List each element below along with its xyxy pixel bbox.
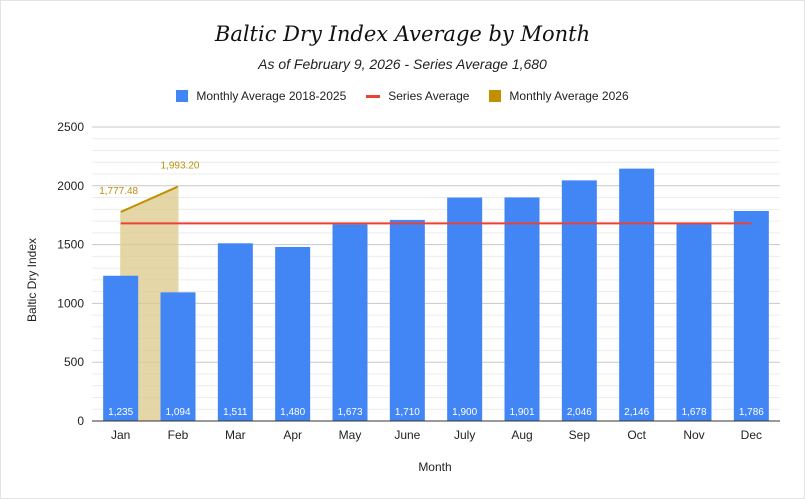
legend-swatch-area [489, 90, 502, 102]
x-tick-label: June [394, 428, 420, 442]
bar-july [447, 197, 483, 421]
bar-may [332, 224, 368, 421]
x-tick-label: Apr [283, 428, 302, 442]
bar-aug [504, 197, 540, 421]
bar-value-label: 2,046 [567, 407, 592, 418]
x-tick-label: Aug [511, 428, 532, 442]
bar-jan [103, 275, 139, 421]
bar-value-label: 2,146 [624, 407, 649, 418]
bar-value-label: 1,480 [280, 407, 305, 418]
x-tick-label: Mar [225, 428, 246, 442]
y-tick-label: 1500 [57, 238, 84, 252]
bar-value-label: 1,673 [337, 407, 362, 418]
x-tick-label: July [454, 428, 475, 442]
bar-value-label: 1,678 [681, 407, 706, 418]
bar-value-label: 1,511 [223, 407, 248, 418]
legend-label-monthly-average-2026: Monthly Average 2026 [509, 89, 629, 103]
legend-swatch-bars [176, 90, 189, 102]
area-point-label: 1,777.48 [99, 186, 138, 197]
bar-value-label: 1,235 [108, 407, 133, 418]
x-tick-label: Sep [569, 428, 591, 442]
bar-value-label: 1,901 [509, 407, 534, 418]
y-tick-label: 500 [64, 355, 84, 369]
bar-feb [160, 292, 196, 421]
axes: 0 500 1000 1500 2000 2500 Jan Feb Mar Apr May June J… [57, 120, 780, 442]
bar-value-label: 1,900 [452, 407, 477, 418]
y-tick-label: 2500 [57, 120, 84, 134]
bar-nov [676, 223, 712, 421]
area-line-2026 [120, 185, 179, 213]
bar-mar [217, 243, 253, 421]
x-tick-label: May [339, 428, 362, 442]
y-tick-label: 1000 [57, 296, 84, 310]
bar-series: 1,235 1,094 1,511 1,480 1,673 1,710 1,900 1,901… [103, 168, 769, 421]
legend-label-monthly-average-2018-2025: Monthly Average 2018-2025 [196, 89, 347, 103]
bar-dec [733, 210, 769, 421]
gridlines [92, 126, 780, 410]
bar-sep [561, 180, 597, 421]
x-tick-label: Feb [168, 428, 189, 442]
legend-label-series-average: Series Average [388, 89, 470, 103]
bar-value-label: 1,786 [739, 407, 764, 418]
legend-item-series-average[interactable]: Series Average [366, 89, 469, 103]
legend-item-monthly-average-2018-2025[interactable]: Monthly Average 2018-2025 [176, 89, 346, 103]
bar-oct [619, 168, 655, 421]
legend-swatch-average-line [366, 94, 381, 98]
x-tick-label: Dec [741, 428, 762, 442]
x-tick-label: Nov [683, 428, 704, 442]
area-point-label: 1,993.20 [161, 161, 200, 172]
x-axis-title: Month [418, 460, 451, 474]
legend-item-monthly-average-2026[interactable]: Monthly Average 2026 [489, 89, 629, 103]
bar-june [389, 219, 425, 421]
bar-apr [275, 246, 311, 421]
chart-title: Baltic Dry Index Average by Month [214, 22, 591, 46]
y-tick-label: 0 [77, 414, 84, 428]
bar-value-label: 1,094 [165, 407, 190, 418]
y-axis-title: Baltic Dry Index [25, 238, 39, 322]
x-tick-label: Jan [111, 428, 130, 442]
chart-legend: Monthly Average 2018-2025 Series Average… [0, 89, 805, 103]
bar-value-label: 1,710 [395, 407, 420, 418]
y-tick-label: 2000 [57, 179, 84, 193]
chart-subtitle: As of February 9, 2026 - Series Average … [258, 56, 547, 72]
x-tick-label: Oct [627, 428, 646, 442]
